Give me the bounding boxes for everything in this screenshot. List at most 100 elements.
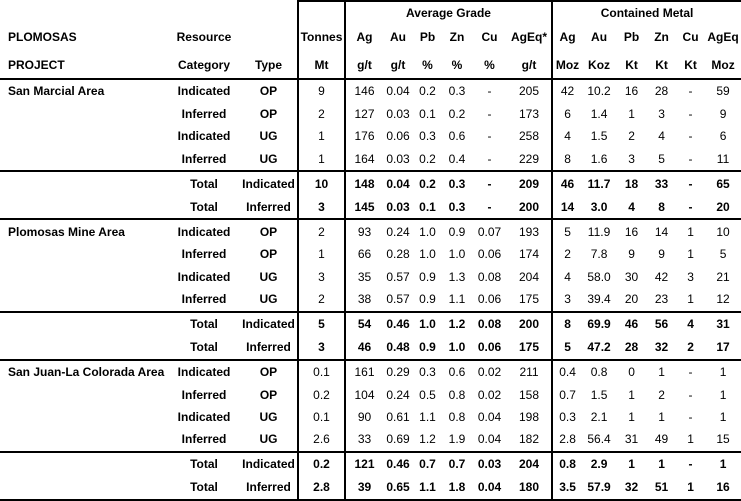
grade-cell-cu: - xyxy=(487,176,492,191)
column-header-metal-ag: Ag xyxy=(551,23,583,51)
grade-cell-ageq: 258 xyxy=(519,129,540,144)
area-cell xyxy=(0,428,168,453)
column-header-category-line2: Category xyxy=(168,51,240,80)
total-row: Total Indicated 5 54 0.46 1.0 1.2 0.08 200 8 69.9 4… xyxy=(0,311,741,336)
type-cell: Indicated xyxy=(242,457,295,472)
metal-cell-pb: 30 xyxy=(624,269,639,284)
type-cell: UG xyxy=(259,269,278,284)
column-unit-metal-3: Kt xyxy=(647,51,677,80)
metal-cell-au: 47.2 xyxy=(582,335,617,361)
grade-cell-pb: 0.2 xyxy=(419,84,436,99)
metal-cell-pb: 16 xyxy=(624,224,639,239)
metal-cell-ag: 6 xyxy=(551,102,583,126)
metal-cell-ageq: 31 xyxy=(716,317,730,332)
metal-cell-ag: 46 xyxy=(551,171,583,196)
column-header-project-line2: PROJECT xyxy=(0,51,168,80)
category-cell: Inferred xyxy=(168,428,240,453)
column-unit-grade-0: g/t xyxy=(345,51,383,80)
grade-cell-au: 0.57 xyxy=(386,269,410,284)
category-cell: Indicated xyxy=(177,269,231,284)
metal-cell-cu: 2 xyxy=(676,335,706,361)
metal-cell-zn: 28 xyxy=(654,84,669,99)
metal-cell-au: 57.9 xyxy=(582,475,617,501)
category-cell: Total xyxy=(190,317,218,332)
metal-cell-au: 7.8 xyxy=(590,247,608,262)
metal-cell-ageq: 6 xyxy=(719,129,727,144)
grade-cell-ageq: 200 xyxy=(519,317,540,332)
type-cell: OP xyxy=(259,247,278,262)
metal-cell-pb: 1 xyxy=(628,409,635,424)
grade-cell-cu: 0.02 xyxy=(477,364,502,379)
type-cell: Indicated xyxy=(242,176,295,191)
metal-cell-ageq: 21 xyxy=(716,269,730,284)
metal-cell-ag: 4 xyxy=(551,265,583,288)
metal-cell-au: 2.1 xyxy=(590,409,608,424)
type-cell: OP xyxy=(259,107,278,122)
metal-cell-ag: 8 xyxy=(551,311,583,336)
metal-cell-pb: 4 xyxy=(616,195,648,221)
area-cell: San Juan-La Colorada Area xyxy=(8,364,165,379)
grade-cell-ageq: 174 xyxy=(519,247,540,262)
column-header-tonnes-line1: Tonnes xyxy=(297,23,346,51)
column-unit-grade-1: g/t xyxy=(383,51,413,80)
table-row: Indicated UG 0.1 90 0.61 1.1 0.8 0.04 198 0.3 2.1 1… xyxy=(0,405,741,429)
tonnes-cell: 1 xyxy=(297,147,346,173)
grade-cell-zn: 0.3 xyxy=(448,84,466,99)
grade-cell-pb: 0.9 xyxy=(419,269,436,284)
column-unit-metal-0: Moz xyxy=(551,51,583,80)
grade-cell-au: 0.29 xyxy=(386,364,410,379)
metal-cell-au: 1.5 xyxy=(590,387,608,402)
grade-cell-zn: 1.2 xyxy=(448,317,466,332)
metal-cell-ag: 0.4 xyxy=(551,359,583,384)
grade-cell-zn: 0.8 xyxy=(448,409,466,424)
metal-cell-cu: - xyxy=(688,176,693,191)
metal-cell-zn: 1 xyxy=(658,457,665,472)
metal-cell-cu: - xyxy=(676,147,706,173)
tonnes-cell: 0.2 xyxy=(297,383,346,406)
tonnes-cell: 9 xyxy=(297,79,346,103)
metal-cell-ageq: 12 xyxy=(705,287,741,313)
grade-cell-pb: 1.0 xyxy=(419,247,436,262)
metal-cell-ag: 3 xyxy=(551,287,583,313)
metal-cell-au: 1.5 xyxy=(590,129,608,144)
grade-cell-au: 0.06 xyxy=(386,129,410,144)
grade-cell-cu: 0.04 xyxy=(472,475,507,501)
category-cell: Indicated xyxy=(177,364,231,379)
column-header-grade-ag: Ag xyxy=(356,30,373,44)
grade-cell-ageq: 198 xyxy=(519,409,540,424)
column-unit-grade-5: g/t xyxy=(507,51,553,80)
grade-cell-zn: 0.9 xyxy=(448,224,466,239)
grade-cell-ag: 104 xyxy=(354,387,375,402)
grade-cell-ageq: 200 xyxy=(507,195,553,221)
metal-cell-cu: 4 xyxy=(687,317,694,332)
type-cell: OP xyxy=(259,84,278,99)
table-row: Inferred UG 2.6 33 0.69 1.2 1.9 0.04 182 2.8 56.4 3… xyxy=(0,428,741,453)
grade-cell-zn: 0.2 xyxy=(448,107,466,122)
column-header-type-line2: Type xyxy=(240,51,298,80)
grade-cell-zn: 0.3 xyxy=(442,195,472,221)
type-cell: Indicated xyxy=(242,317,295,332)
grade-cell-ag: 121 xyxy=(354,457,375,472)
area-cell xyxy=(0,406,168,428)
type-cell: OP xyxy=(259,364,278,379)
metal-cell-pb: 31 xyxy=(616,428,648,453)
category-cell: Inferred xyxy=(168,147,240,173)
column-header-category-line1: Resource xyxy=(176,30,232,44)
metal-cell-pb: 0 xyxy=(628,364,635,379)
total-row: Total Inferred 3 145 0.03 0.1 0.3-200 14 3.0 4 8-2… xyxy=(0,195,741,221)
metal-cell-au: 69.9 xyxy=(587,317,611,332)
metal-cell-cu: 1 xyxy=(687,224,694,239)
type-cell: UG xyxy=(259,129,278,144)
type-cell: Inferred xyxy=(240,195,298,221)
metal-cell-ageq: 15 xyxy=(705,428,741,453)
area-cell xyxy=(0,171,168,195)
metal-cell-cu: - xyxy=(688,129,693,144)
grade-cell-au: 0.04 xyxy=(386,84,410,99)
grade-cell-pb: 0.9 xyxy=(413,335,442,361)
metal-cell-zn: 49 xyxy=(647,428,677,453)
table-row: Indicated UG 1 176 0.06 0.3 0.6 - 258 4 1.5 2 4 - 6 xyxy=(0,125,741,148)
area-cell xyxy=(0,383,168,405)
grade-cell-zn: 0.4 xyxy=(442,147,472,173)
area-cell xyxy=(0,125,168,147)
